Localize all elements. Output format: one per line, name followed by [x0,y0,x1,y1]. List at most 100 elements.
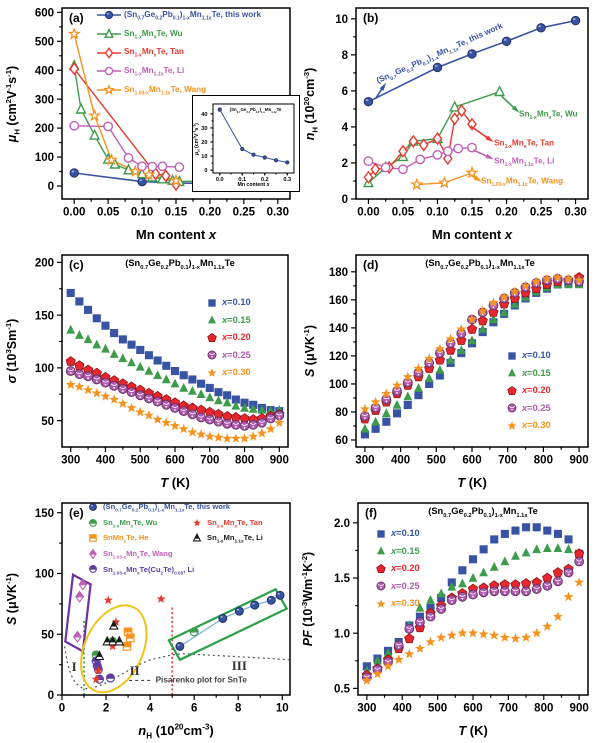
legend-label: Sn1-xMn1.1xTe, Li [124,66,185,78]
x-tick-label: 0.10 [426,207,448,219]
legend-label: x=0.25 [391,580,420,591]
y-tick-label: 2.0 [334,518,350,530]
annotation-arrow [470,125,491,141]
x-tick-label: 700 [200,455,219,467]
panel-d: 300 400 500 600 700 800 900 60 80 100 120 140 160 180… [300,247,600,495]
legend-item-a-3: Sn1-xMn1.1xTe, Li [97,65,184,77]
legend-marker-sphereP [376,581,386,591]
annotation-b-1: Sn1-xMnxTe, Wu [519,109,578,122]
x-tick-label: 0.05 [392,207,415,219]
legend-label: x=0.20 [222,332,251,343]
panel-b-x-axis-label: Mn content x [431,227,513,242]
panel-b-y-axis-label: nH (1020cm-3) [301,67,320,140]
legend-label: x=0.30 [522,419,551,430]
y-tick-label: 60 [335,435,348,447]
legend-marker-square [208,299,216,307]
x-tick-label: 0.15 [165,207,188,219]
legend-label: (Sn0.7Ge0.2Pb0.1)1-xMn1.1xTe, this work [124,9,262,22]
axes-frame [61,254,289,448]
legend-marker-triangle [208,315,216,324]
legend-item-e-2: Sn1-xMnxTe, Tan [190,517,263,529]
legend-marker-square [508,352,516,360]
x-tick-label: 0.20 [495,207,517,219]
legend-item-c-1: x=0.15 [205,314,251,326]
panel-c-y-axis-label: σ (103Sm-1) [3,318,19,384]
x-tick-label: 0.05 [97,207,120,219]
y-tick-label: 0.5 [334,684,351,696]
annotation-e-3: Pisarenko plot for SnTe [155,675,247,685]
y-tick-label: 20 [201,140,207,146]
panel-b-letter: (b) [363,11,379,25]
legend-marker-star [207,367,217,377]
x-tick-label: 700 [498,455,517,467]
x-tick-label: 900 [570,703,589,715]
legend-item-e-4: Sn1-xMn1.1xTe, Li [190,532,263,544]
x-tick-label: 0.25 [530,207,553,219]
highlight-ellipse [80,604,148,694]
x-tick-label: 300 [357,703,376,715]
legend-label: Sn1-xMnxTe, Tan [124,47,184,60]
panel-a-inset: 0.0 0.1 0.2 0.3 0 10 20 30 40 (Sn0.7Ge0.2Pb0.1)1-… [192,95,300,192]
y-tick-label: 0 [48,690,54,702]
y-tick-label: 150 [35,508,54,520]
pisarenko-curve [64,646,289,690]
legend-marker-star [507,420,517,430]
legend-label: x=0.25 [222,349,251,360]
x-tick-label: 2 [103,703,109,715]
legend-marker-diamondO [97,46,121,59]
y-tick-label: 180 [329,267,348,279]
y-tick-label: 100 [35,363,54,375]
x-tick-label: 0.25 [233,207,256,219]
legend-item-d-1: x=0.15 [505,367,551,379]
y-tick-label: 300 [35,94,54,106]
annotation-e-1: II [129,662,140,678]
legend-marker-halfTriangle [192,533,202,542]
panel-d-x-axis-label: T (K) [457,475,487,490]
panel-a-inset-plot: 0.0 0.1 0.2 0.3 0 10 20 30 40 [201,103,295,183]
y-tick-label: 10 [201,154,207,160]
legend-item-c-0: x=0.10 [205,297,251,309]
y-tick-label: 200 [35,123,54,135]
y-tick-label: 140 [329,323,348,335]
legend-item-d-2: x=0.20 [505,385,551,397]
x-tick-label: 500 [427,455,446,467]
y-tick-label: 4 [342,122,349,134]
panel-a-x-axis-label: Mn content x [135,227,217,242]
x-tick-label: 400 [96,455,115,467]
legend-label: Sn1-xMnxTe, Tan [207,517,263,529]
panel-f: 300 400 500 600 700 800 900 0.5 1.0 1.5 2.0 (f) (Sn0… [300,495,600,743]
x-tick-label: 0.0 [216,177,224,183]
panel-e-letter: (e) [69,506,84,520]
legend-label: x=0.15 [522,367,551,378]
legend-marker-star [193,518,201,526]
legend-label: x=0.15 [222,314,251,325]
legend-marker-halfDiamond [89,548,97,560]
legend-label: Sn1-xMn1.1xTe, Li [207,533,263,544]
y-tick-label: 6 [342,86,348,98]
legend-marker-sphereP [207,350,217,360]
highlight-box [167,587,289,662]
legend-label: Sn1.03-xMnxTe, Wang [103,549,173,560]
y-tick-label: 80 [335,407,348,419]
legend-item-f-1: x=0.15 [374,545,420,557]
annotation-arrowhead [511,105,520,113]
legend-item-f-2: x=0.20 [374,563,420,575]
x-tick-label: 0.2 [261,177,269,183]
legend-label: x=0.15 [391,545,420,556]
panel-e-x-axis-label: nH (1020cm-3) [138,722,214,741]
x-tick-label: 800 [534,455,553,467]
y-tick-label: 50 [41,416,54,428]
x-tick-label: 8 [235,703,242,715]
panel-e-y-axis-label: S (μVK-1) [3,572,19,626]
y-tick-label: 200 [35,258,54,270]
panel-b: 0.00 0.05 0.10 0.15 0.20 0.25 0.30 0 2 4 6 8 10 (b) Mn… [300,0,600,247]
panel-c-letter: (c) [69,258,84,272]
legend-marker-star [376,598,386,608]
legend-marker-pentagon [507,385,517,395]
legend-label: x=0.25 [522,402,551,413]
legend-item-d-4: x=0.30 [505,420,551,432]
panel-d-title: (Sn0.7Ge0.2Pb0.1)1-xMn1.1xTe [425,258,535,271]
x-tick-label: 500 [428,703,447,715]
panel-a-inset-x-axis-label: Mn content x [237,182,270,188]
